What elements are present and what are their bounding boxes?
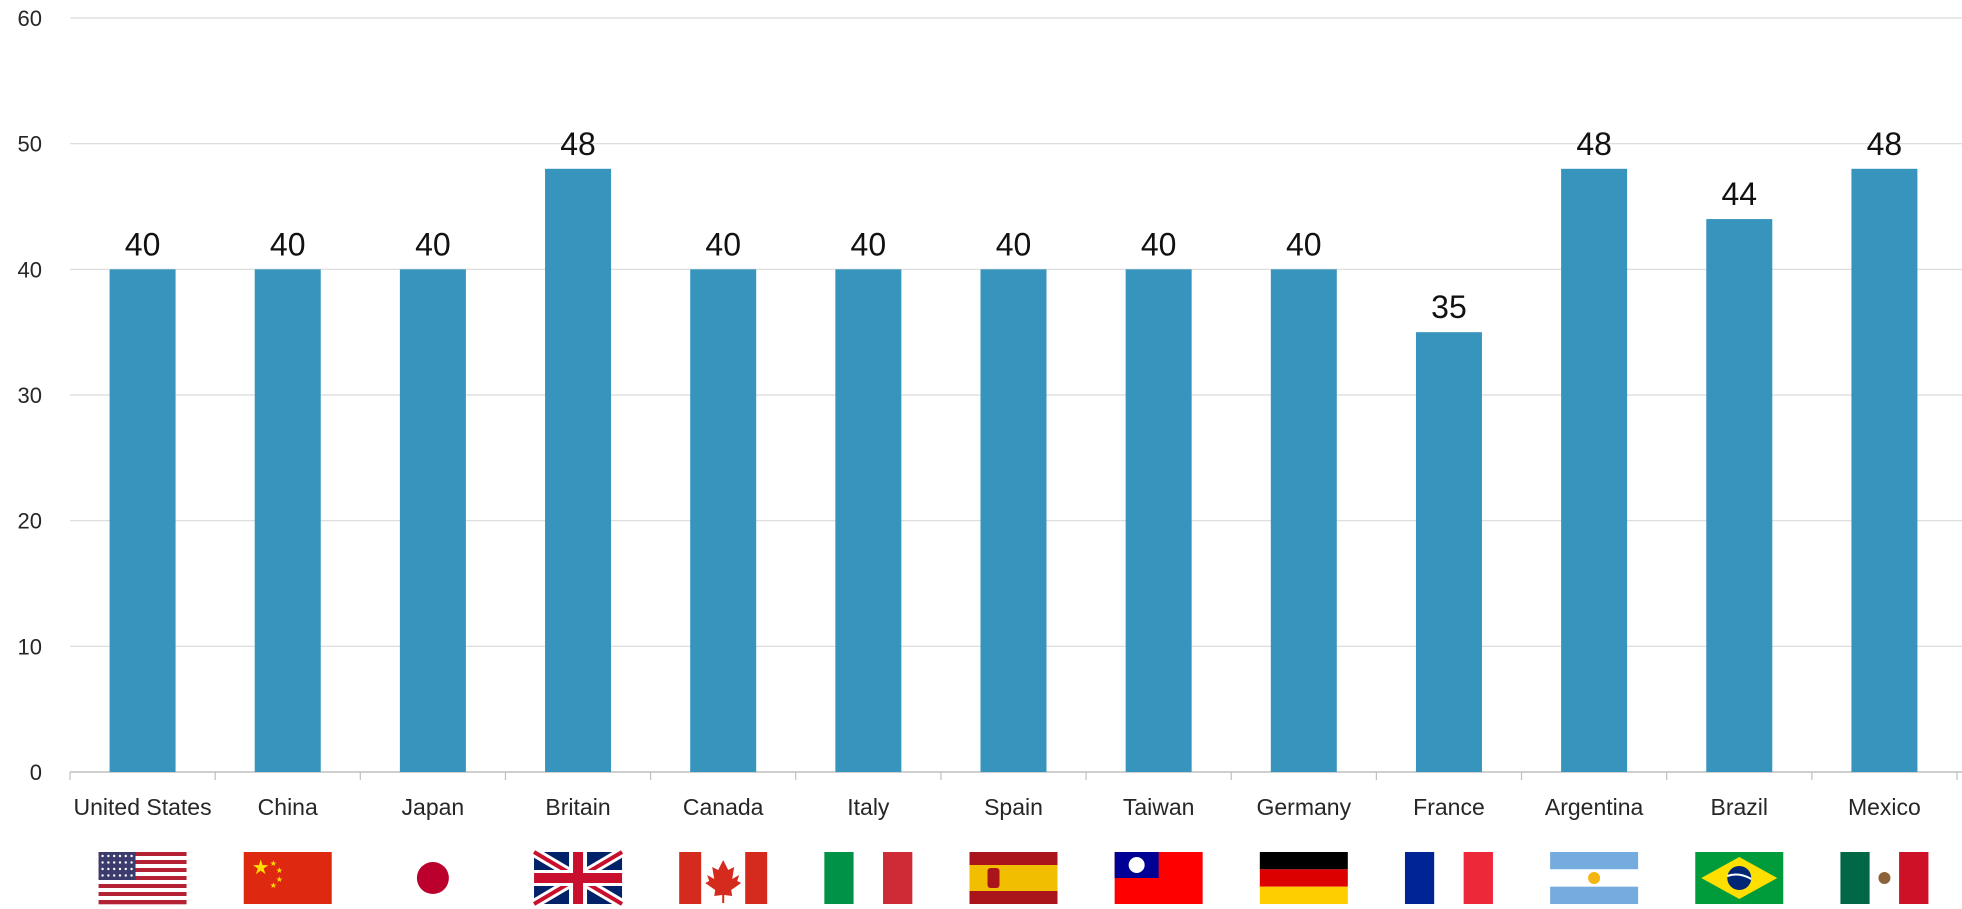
data-label: 40 <box>1141 226 1177 262</box>
bar-argentina <box>1561 168 1628 773</box>
data-label: 44 <box>1721 176 1757 212</box>
category-label: Italy <box>847 794 890 820</box>
category-label: France <box>1413 794 1485 820</box>
bar-japan <box>399 269 466 772</box>
data-label: 48 <box>560 126 596 162</box>
y-tick-label: 10 <box>18 634 42 659</box>
canada-flag-icon <box>679 852 768 904</box>
category-label: Argentina <box>1545 794 1644 820</box>
bar-france <box>1415 332 1482 772</box>
y-tick-label: 50 <box>18 132 42 157</box>
svg-text:★: ★ <box>270 881 277 890</box>
category-label: Germany <box>1257 794 1352 820</box>
argentina-flag-icon <box>1550 852 1639 904</box>
svg-text:★: ★ <box>276 875 283 884</box>
spain-flag-icon <box>969 852 1058 904</box>
france-flag-icon <box>1404 852 1493 904</box>
y-tick-label: 20 <box>18 509 42 534</box>
germany-flag-icon <box>1259 852 1348 904</box>
data-label: 40 <box>705 226 741 262</box>
svg-text:★: ★ <box>252 855 270 879</box>
x-axis: United States China Japan Britain Canada Ital… <box>69 772 1958 820</box>
bar-britain <box>545 168 612 773</box>
bar-mexico <box>1851 168 1918 773</box>
data-label: 35 <box>1431 289 1467 325</box>
data-label: 48 <box>1867 126 1903 162</box>
y-tick-label: 0 <box>30 760 42 785</box>
britain-flag-icon <box>531 847 625 909</box>
category-label: Brazil <box>1711 794 1769 820</box>
svg-text:★: ★ <box>276 866 283 875</box>
taiwan-flag-icon <box>1114 852 1203 904</box>
data-label: 40 <box>851 226 887 262</box>
y-tick-label: 40 <box>18 257 42 282</box>
data-label: 40 <box>270 226 306 262</box>
bar-china <box>254 269 321 772</box>
data-label: 48 <box>1576 126 1612 162</box>
bar-canada <box>690 269 757 772</box>
category-label: Britain <box>545 794 610 820</box>
y-tick-label: 30 <box>18 383 42 408</box>
category-label: Taiwan <box>1123 794 1195 820</box>
category-label: Mexico <box>1848 794 1921 820</box>
bar-italy <box>835 269 902 772</box>
category-label: Spain <box>984 794 1043 820</box>
bars <box>109 168 1918 773</box>
svg-text:★: ★ <box>270 859 277 868</box>
category-label: Canada <box>683 794 764 820</box>
bar-spain <box>980 269 1047 772</box>
bar-brazil <box>1706 219 1773 773</box>
category-label: Japan <box>402 794 465 820</box>
data-label: 40 <box>996 226 1032 262</box>
category-label: China <box>258 794 318 820</box>
data-label: 40 <box>125 226 161 262</box>
y-tick-label: 60 <box>18 6 42 31</box>
category-label: United States <box>74 794 212 820</box>
brazil-flag-icon <box>1695 852 1784 904</box>
us-flag-icon <box>98 852 187 905</box>
bar-germany <box>1270 269 1337 772</box>
bar-united-states <box>109 269 176 772</box>
data-labels: 40 40 40 48 40 40 40 40 40 35 48 44 48 <box>125 126 1902 325</box>
italy-flag-icon <box>824 852 913 904</box>
data-label: 40 <box>1286 226 1322 262</box>
china-flag-icon: ★ ★★★★ <box>243 852 332 904</box>
data-label: 40 <box>415 226 451 262</box>
flags: ★ ★★★★ <box>98 847 1929 909</box>
bar-taiwan <box>1125 269 1192 772</box>
y-axis: 0 10 20 30 40 50 60 <box>18 6 42 785</box>
japan-flag-icon <box>388 852 477 904</box>
mexico-flag-icon <box>1840 852 1929 904</box>
